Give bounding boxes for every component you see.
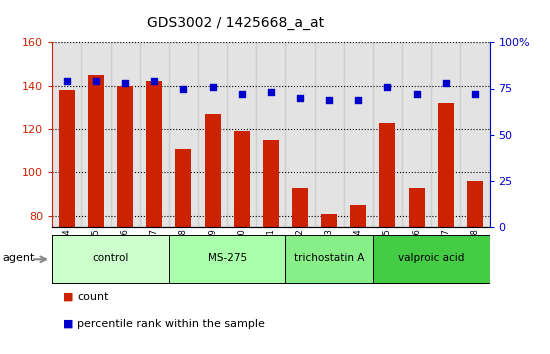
Bar: [460, 42, 490, 227]
Text: count: count: [77, 292, 108, 302]
Point: [383, 84, 392, 90]
Bar: [205, 114, 221, 354]
Point: [324, 97, 333, 102]
Bar: [373, 235, 490, 283]
Bar: [379, 122, 395, 354]
Bar: [111, 42, 140, 227]
Bar: [321, 213, 337, 354]
Bar: [169, 42, 198, 227]
Bar: [140, 42, 169, 227]
Text: MS-275: MS-275: [207, 253, 247, 263]
Bar: [59, 90, 75, 354]
Bar: [285, 42, 315, 227]
Point: [354, 97, 363, 102]
Bar: [256, 42, 285, 227]
Bar: [285, 235, 373, 283]
Text: percentile rank within the sample: percentile rank within the sample: [77, 319, 265, 329]
Point: [470, 91, 479, 97]
Bar: [198, 42, 227, 227]
Point: [412, 91, 421, 97]
Point: [121, 80, 130, 86]
Bar: [175, 149, 191, 354]
Bar: [88, 75, 104, 354]
Bar: [315, 42, 344, 227]
Text: ■: ■: [63, 292, 74, 302]
Text: valproic acid: valproic acid: [398, 253, 464, 263]
Bar: [292, 188, 308, 354]
Bar: [344, 42, 373, 227]
Bar: [146, 81, 162, 354]
Bar: [81, 42, 111, 227]
Bar: [467, 181, 483, 354]
Point: [237, 91, 246, 97]
Point: [150, 78, 158, 84]
Bar: [227, 42, 256, 227]
Bar: [373, 42, 402, 227]
Bar: [402, 42, 431, 227]
Bar: [117, 86, 133, 354]
Bar: [169, 235, 285, 283]
Bar: [409, 188, 425, 354]
Point: [63, 78, 72, 84]
Text: GDS3002 / 1425668_a_at: GDS3002 / 1425668_a_at: [147, 16, 324, 30]
Text: agent: agent: [3, 253, 35, 263]
Bar: [431, 42, 460, 227]
Text: trichostatin A: trichostatin A: [294, 253, 364, 263]
Bar: [350, 205, 366, 354]
Bar: [263, 140, 279, 354]
Point: [296, 95, 305, 101]
Point: [179, 86, 188, 91]
Bar: [234, 131, 250, 354]
Bar: [52, 42, 81, 227]
Point: [441, 80, 450, 86]
Text: control: control: [92, 253, 129, 263]
Bar: [52, 235, 169, 283]
Text: ■: ■: [63, 319, 74, 329]
Point: [266, 89, 275, 95]
Point: [91, 78, 100, 84]
Point: [208, 84, 217, 90]
Bar: [438, 103, 454, 354]
